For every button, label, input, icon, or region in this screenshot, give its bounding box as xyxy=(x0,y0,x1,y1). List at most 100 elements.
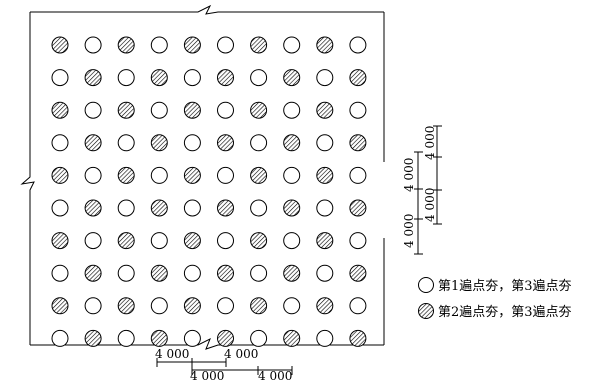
hatched-tamping-point xyxy=(84,134,102,152)
open-tamping-point xyxy=(117,134,135,152)
open-tamping-point xyxy=(183,329,201,347)
open-tamping-point xyxy=(217,101,234,119)
hatched-tamping-point xyxy=(283,264,301,282)
bottom-dim-upper-2: 4 000 xyxy=(224,347,258,361)
hatched-tamping-point xyxy=(51,232,69,250)
open-tamping-point xyxy=(51,69,69,87)
hatched-tamping-point xyxy=(117,166,135,184)
hatched-tamping-point xyxy=(250,297,268,315)
right-dim-outer-2: 4 000 xyxy=(402,158,416,192)
bottom-dim-upper-1: 4 000 xyxy=(155,347,189,361)
hatched-tamping-point xyxy=(250,36,268,54)
open-tamping-point xyxy=(117,264,135,282)
open-tamping-point xyxy=(183,134,201,152)
open-tamping-point xyxy=(316,69,334,87)
open-tamping-point xyxy=(51,264,69,282)
hatched-tamping-point xyxy=(316,166,334,184)
legend-label-pass-1: 第1遍点夯，第3遍点夯 xyxy=(438,278,572,294)
hatched-tamping-point xyxy=(183,101,201,119)
open-tamping-point xyxy=(84,36,102,54)
bottom-dim-lower-1: 4 000 xyxy=(190,369,224,383)
hatched-tamping-point xyxy=(283,329,301,347)
hatched-tamping-point xyxy=(150,329,168,347)
open-tamping-point xyxy=(349,166,367,184)
hatched-tamping-point xyxy=(150,134,168,152)
open-tamping-point xyxy=(217,166,234,184)
hatched-tamping-point xyxy=(316,101,334,119)
hatched-tamping-point xyxy=(250,166,268,184)
open-tamping-point xyxy=(316,134,334,152)
hatched-tamping-point xyxy=(183,232,201,250)
hatched-tamping-point xyxy=(117,232,135,250)
right-dim-inner-2: 4 000 xyxy=(423,126,437,160)
open-tamping-point xyxy=(183,199,201,217)
tamping-points-grid xyxy=(51,36,367,347)
hatched-tamping-point xyxy=(51,166,69,184)
open-tamping-point xyxy=(217,36,234,54)
open-tamping-point xyxy=(283,36,301,54)
hatched-tamping-point xyxy=(217,329,234,347)
open-tamping-point xyxy=(150,297,168,315)
open-tamping-point xyxy=(250,199,268,217)
hatched-tamping-point xyxy=(183,297,201,315)
hatched-tamping-point xyxy=(51,36,69,54)
hatched-tamping-point xyxy=(316,232,334,250)
legend-open-circle-icon xyxy=(418,277,434,293)
open-tamping-point xyxy=(349,36,367,54)
open-tamping-point xyxy=(117,329,135,347)
hatched-tamping-point xyxy=(84,329,102,347)
open-tamping-point xyxy=(316,264,334,282)
open-tamping-point xyxy=(150,36,168,54)
right-dimension-lines xyxy=(414,125,442,255)
left-boundary-line xyxy=(20,12,35,345)
open-tamping-point xyxy=(349,101,367,119)
legend: 第1遍点夯，第3遍点夯 第2遍点夯，第3遍点夯 xyxy=(418,277,572,320)
hatched-tamping-point xyxy=(217,199,234,217)
hatched-tamping-point xyxy=(84,264,102,282)
open-tamping-point xyxy=(84,232,102,250)
hatched-tamping-point xyxy=(150,264,168,282)
hatched-tamping-point xyxy=(117,297,135,315)
hatched-tamping-point xyxy=(217,134,234,152)
hatched-tamping-point xyxy=(283,134,301,152)
open-tamping-point xyxy=(250,69,268,87)
hatched-tamping-point xyxy=(84,199,102,217)
bottom-boundary-line xyxy=(30,337,384,350)
hatched-tamping-point xyxy=(250,101,268,119)
legend-label-pass-2: 第2遍点夯，第3遍点夯 xyxy=(438,304,572,320)
hatched-tamping-point xyxy=(283,199,301,217)
hatched-tamping-point xyxy=(316,297,334,315)
open-tamping-point xyxy=(150,101,168,119)
open-tamping-point xyxy=(117,69,135,87)
open-tamping-point xyxy=(84,101,102,119)
open-tamping-point xyxy=(250,264,268,282)
hatched-tamping-point xyxy=(84,69,102,87)
hatched-tamping-point xyxy=(150,69,168,87)
hatched-tamping-point xyxy=(250,232,268,250)
open-tamping-point xyxy=(51,134,69,152)
open-tamping-point xyxy=(349,297,367,315)
hatched-tamping-point xyxy=(150,199,168,217)
bottom-dim-lower-2: 4 000 xyxy=(258,369,292,383)
hatched-tamping-point xyxy=(51,297,69,315)
open-tamping-point xyxy=(51,329,69,347)
right-dim-inner-1: 4 000 xyxy=(423,188,437,222)
hatched-tamping-point xyxy=(117,36,135,54)
site-boundary xyxy=(20,4,385,350)
open-tamping-point xyxy=(250,329,268,347)
open-tamping-point xyxy=(183,69,201,87)
hatched-tamping-point xyxy=(349,69,367,87)
top-boundary-line xyxy=(30,4,384,15)
hatched-tamping-point xyxy=(316,36,334,54)
open-tamping-point xyxy=(316,199,334,217)
open-tamping-point xyxy=(349,232,367,250)
hatched-tamping-point xyxy=(349,134,367,152)
hatched-tamping-point xyxy=(283,69,301,87)
open-tamping-point xyxy=(150,232,168,250)
open-tamping-point xyxy=(84,297,102,315)
open-tamping-point xyxy=(316,329,334,347)
open-tamping-point xyxy=(150,166,168,184)
hatched-tamping-point xyxy=(117,101,135,119)
bottom-dimension-lines xyxy=(156,358,293,375)
